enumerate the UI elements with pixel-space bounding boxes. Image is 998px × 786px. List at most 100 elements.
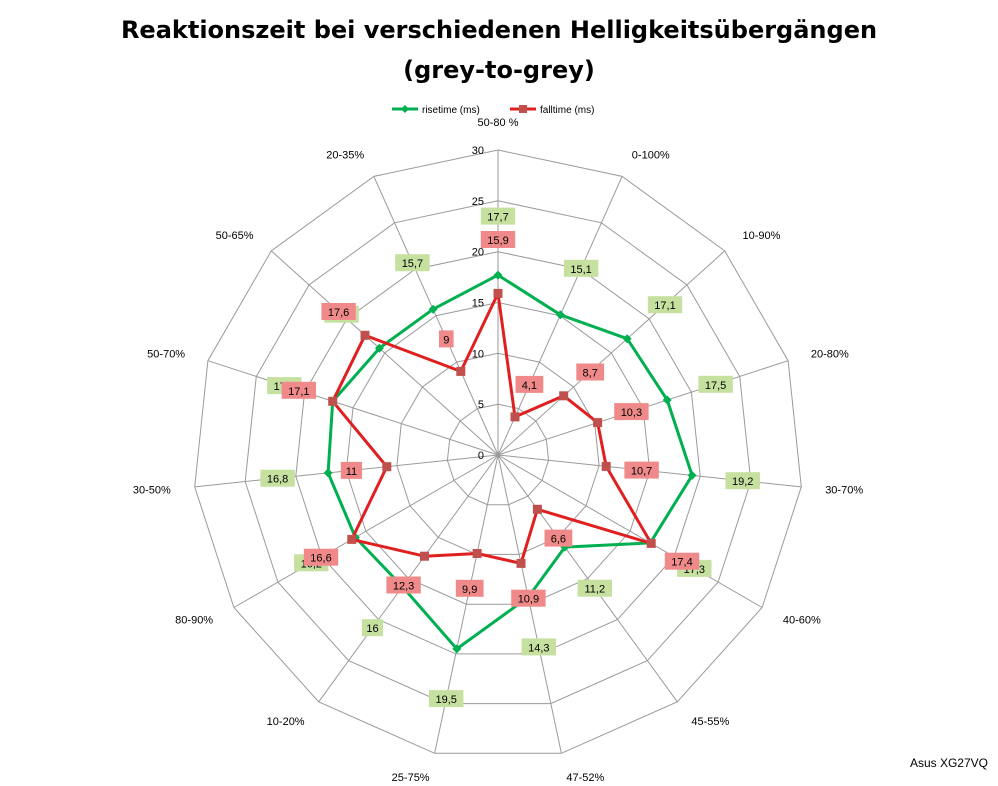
grid-ring — [345, 301, 651, 605]
risetime-marker — [622, 334, 632, 344]
falltime-data-label-box — [544, 529, 573, 547]
falltime-data-label: 15,9 — [487, 235, 508, 247]
falltime-marker — [593, 418, 603, 428]
risetime-data-label: 15,7 — [402, 258, 423, 270]
falltime-marker — [516, 558, 526, 568]
falltime-data-label: 17,6 — [328, 307, 349, 319]
chart-title: Reaktionszeit bei verschiedenen Helligke… — [0, 10, 998, 90]
falltime-data-label: 10,9 — [518, 594, 539, 606]
falltime-data-label-box — [480, 231, 516, 248]
falltime-data-label: 11 — [346, 466, 357, 478]
risetime-data-label: 17,5 — [705, 380, 726, 392]
watermark: Asus XG27VQ — [909, 756, 988, 770]
grid-spoke — [497, 250, 726, 456]
falltime-data-label-box — [340, 461, 362, 479]
grid-spoke — [270, 250, 499, 456]
risetime-data-label-box — [647, 296, 683, 314]
risetime-data-label-box — [725, 472, 760, 490]
falltime-data-label-box — [664, 552, 700, 570]
series-line-risetime — [326, 273, 694, 651]
falltime-data-label: 16,6 — [310, 553, 331, 565]
falltime-marker — [347, 534, 357, 544]
risetime-marker — [323, 468, 333, 478]
risetime-data-label: 11,2 — [585, 584, 606, 596]
risetime-marker — [493, 270, 503, 280]
risetime-marker — [428, 304, 438, 314]
series-line-falltime — [331, 291, 653, 565]
risetime-data-label: 19,2 — [732, 476, 753, 488]
radial-tick-labels: 0 5 10 15 20 25 30 — [472, 145, 484, 462]
grid-ring — [244, 200, 752, 705]
radial-tick-label: 20 — [472, 247, 484, 259]
falltime-data-label-box — [281, 381, 316, 399]
grid-ring — [295, 251, 701, 655]
falltime-marker — [360, 330, 370, 340]
chart-title-line-1: Reaktionszeit bei verschiedenen Helligke… — [120, 16, 878, 44]
falltime-marker — [420, 551, 429, 561]
category-label: 20-80% — [811, 348, 849, 360]
legend-falltime-label: falltime (ms) — [540, 105, 594, 116]
falltime-data-label-box — [614, 403, 649, 421]
falltime-marker — [382, 462, 392, 472]
falltime-data-label: 10,3 — [621, 407, 642, 419]
falltime-data-label-box — [455, 579, 484, 597]
falltime-marker — [472, 549, 482, 558]
falltime-data-label-box — [321, 303, 356, 320]
radial-tick-label: 5 — [478, 399, 484, 411]
falltime-data-label: 17,1 — [288, 386, 309, 398]
risetime-marker — [374, 343, 384, 353]
falltime-marker — [559, 391, 569, 401]
grid-spoke — [497, 454, 763, 608]
falltime-data-label-box — [439, 330, 454, 348]
risetime-data-label-box — [361, 619, 384, 637]
category-label: 20-35% — [326, 149, 364, 161]
legend-risetime-marker — [401, 105, 409, 113]
data-labels: 17,715,117,117,519,217,311,214,319,51616… — [260, 207, 760, 708]
category-label: 25-75% — [392, 772, 430, 784]
falltime-marker — [510, 412, 520, 422]
falltime-marker — [328, 396, 338, 406]
radial-tick-label: 30 — [472, 145, 484, 157]
risetime-data-label: 17,7 — [487, 212, 508, 224]
falltime-marker — [601, 461, 611, 471]
category-label: 80-90% — [175, 615, 213, 627]
radial-tick-label: 15 — [472, 298, 484, 310]
risetime-marker — [452, 644, 462, 654]
category-label: 47-52% — [566, 772, 604, 784]
category-label: 45-55% — [691, 716, 729, 728]
category-label: 50-80 % — [478, 117, 519, 129]
category-label: 40-60% — [783, 615, 821, 627]
radial-tick-label: 10 — [472, 348, 484, 360]
risetime-data-label: 16 — [366, 623, 378, 635]
risetime-data-label-box — [521, 638, 556, 656]
falltime-marker — [493, 288, 503, 298]
falltime-data-label-box — [386, 576, 421, 594]
category-label: 10-90% — [743, 230, 781, 242]
category-labels: 50-80 % 0-100% 10-90% 20-80% 30-70% 40-60% 45-… — [133, 117, 863, 784]
grid-ring — [396, 352, 600, 555]
legend-falltime-marker — [519, 105, 527, 113]
risetime-data-label: 16,8 — [267, 474, 288, 486]
grid-spoke — [497, 454, 678, 703]
category-label: 50-65% — [216, 230, 254, 242]
falltime-data-label: 9,9 — [462, 584, 477, 596]
legend-risetime-label: risetime (ms) — [422, 105, 480, 116]
risetime-data-label-box — [429, 690, 464, 708]
falltime-data-label-box — [515, 375, 544, 393]
falltime-marker — [646, 538, 656, 548]
legend: risetime (ms) falltime (ms) — [392, 105, 594, 116]
falltime-data-label: 17,4 — [671, 557, 692, 569]
falltime-data-label: 4,1 — [522, 380, 537, 392]
falltime-data-label-box — [576, 363, 605, 381]
category-label: 30-50% — [133, 484, 171, 496]
radial-tick-label: 0 — [478, 450, 484, 462]
grid-spoke — [373, 176, 499, 456]
falltime-marker — [456, 366, 466, 376]
risetime-marker — [555, 310, 565, 320]
falltime-data-label: 6,6 — [551, 534, 566, 546]
grid-spoke — [233, 454, 499, 608]
category-label: 30-70% — [825, 484, 863, 496]
falltime-data-label-box — [303, 548, 339, 566]
falltime-data-label-box — [624, 461, 659, 479]
